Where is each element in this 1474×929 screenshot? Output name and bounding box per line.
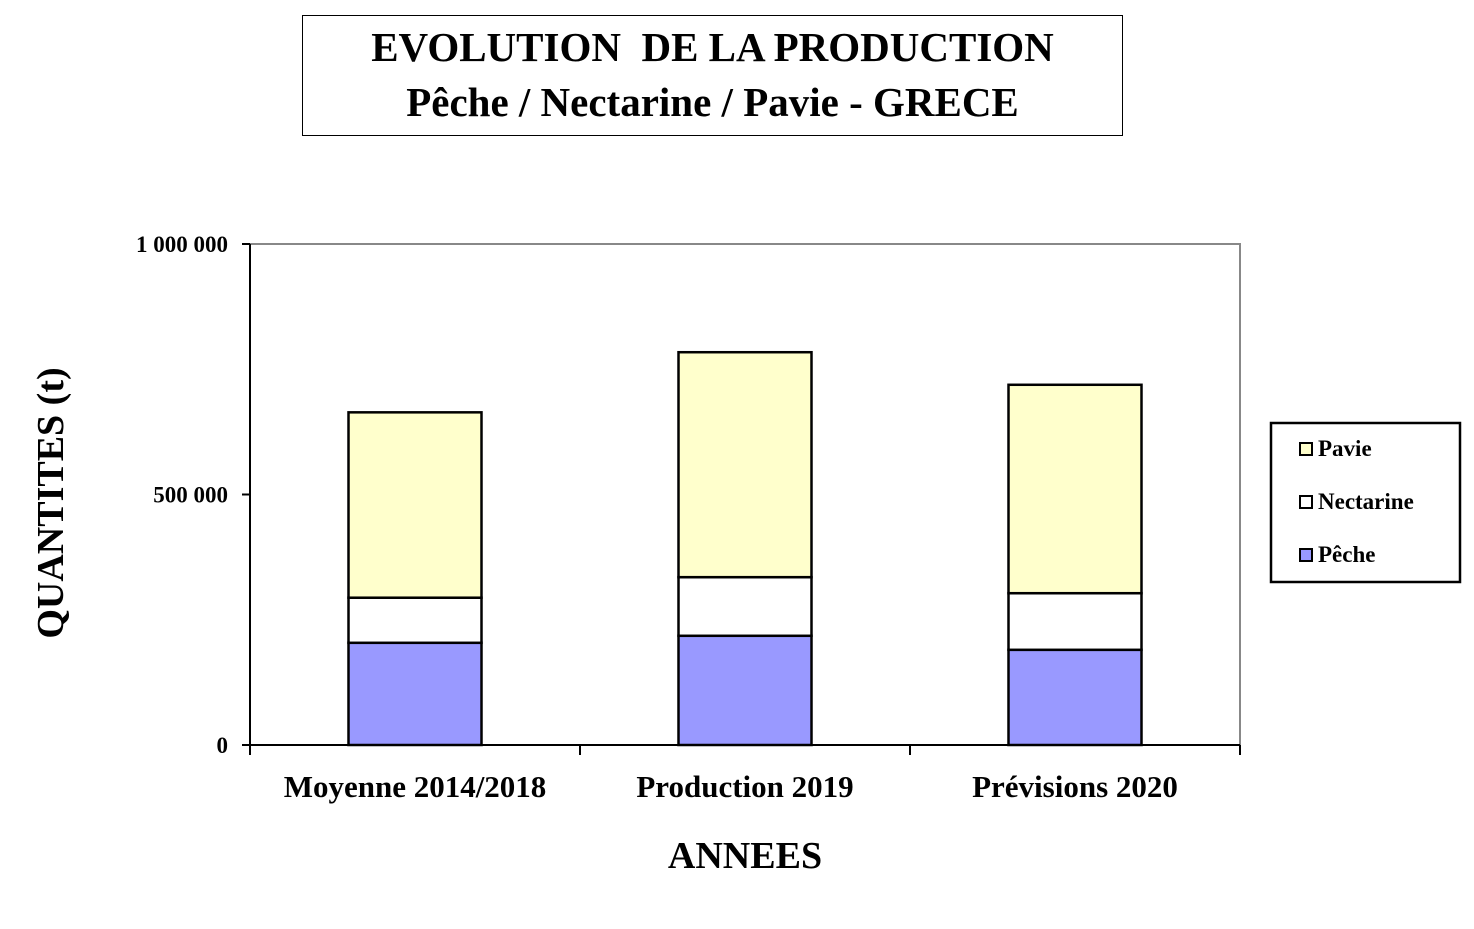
bar-segment-pavie: [347, 411, 483, 599]
bar-segment-nectarine: [347, 596, 483, 645]
bar-segment-pavie: [677, 350, 813, 579]
legend-label: Pêche: [1318, 542, 1375, 567]
chart-title: EVOLUTION DE LA PRODUCTION: [371, 24, 1054, 70]
y-tick-label: 0: [217, 733, 229, 758]
bar-segment-pêche: [347, 641, 483, 747]
bar-segment-nectarine: [677, 575, 813, 638]
x-tick-label: Moyenne 2014/2018: [284, 769, 547, 804]
legend-swatch: [1299, 495, 1313, 509]
x-tick-label: Prévisions 2020: [972, 769, 1178, 804]
legend-swatch: [1299, 548, 1313, 562]
chart-subtitle: Pêche / Nectarine / Pavie - GRECE: [406, 79, 1019, 125]
x-axis-label: ANNEES: [668, 835, 822, 877]
legend-label: Pavie: [1318, 436, 1372, 461]
bar-segment-nectarine: [1007, 591, 1143, 652]
chart-title-box: EVOLUTION DE LA PRODUCTION Pêche / Necta…: [302, 15, 1123, 136]
y-tick-label: 500 000: [153, 483, 228, 508]
bar-segment-pêche: [1007, 648, 1143, 747]
legend-label: Nectarine: [1318, 489, 1414, 514]
y-axis-label: QUANTITES (t): [30, 367, 72, 638]
bar-segment-pavie: [1007, 383, 1143, 595]
bar-segment-pêche: [677, 634, 813, 747]
x-tick-label: Production 2019: [636, 769, 853, 804]
legend-swatch: [1299, 442, 1313, 456]
y-tick-label: 1 000 000: [136, 232, 228, 257]
